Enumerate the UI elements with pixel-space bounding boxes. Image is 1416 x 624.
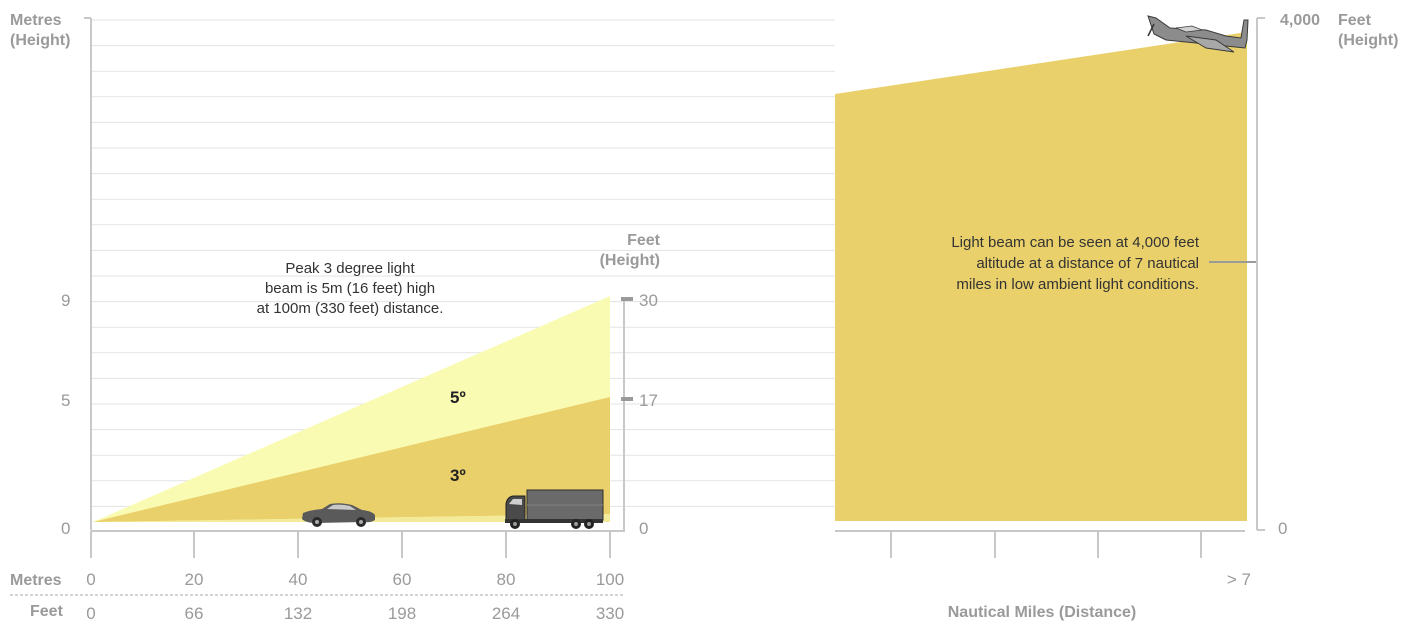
right-y-top-value: 4,000: [1280, 12, 1320, 29]
feet-x-tick: 198: [388, 604, 416, 623]
feet-title-line1: Feet: [627, 232, 661, 249]
truck-icon: [505, 489, 604, 529]
x-feet-label: Feet: [30, 603, 64, 620]
x-metres-label: Metres: [10, 572, 62, 589]
feet-title-line2: (Height): [600, 252, 660, 269]
metres-tick: 80: [497, 570, 516, 589]
feet-x-tick: 330: [596, 604, 624, 623]
left-note-line1: Peak 3 degree light: [285, 260, 415, 277]
metres-tick: 40: [289, 570, 308, 589]
car-icon: [302, 503, 375, 527]
left-note-line3: at 100m (330 feet) distance.: [257, 300, 444, 317]
feet-marker-17: [621, 397, 633, 401]
left-y-title-line1: Metres: [10, 12, 62, 29]
beam-label-3: 3º: [450, 466, 466, 485]
right-y-title-line1: Feet: [1338, 12, 1372, 29]
right-y-bottom-value: 0: [1278, 519, 1287, 538]
right-note-line1: Light beam can be seen at 4,000 feet: [951, 234, 1200, 251]
beam-3-degree: [93, 397, 610, 522]
feet-x-tick: 264: [492, 604, 520, 623]
left-note-line2: beam is 5m (16 feet) high: [265, 280, 435, 297]
feet-x-tick: 132: [284, 604, 312, 623]
left-y-tick-9: 9: [61, 291, 70, 310]
metres-tick: 100: [596, 570, 624, 589]
left-y-tick-5: 5: [61, 391, 70, 410]
metres-tick: 0: [86, 570, 95, 589]
metres-tick: 20: [185, 570, 204, 589]
feet-x-tick: 0: [86, 604, 95, 623]
metres-tick: 60: [393, 570, 412, 589]
left-y-title-line2: (Height): [10, 32, 70, 49]
right-note-line3: miles in low ambient light conditions.: [956, 276, 1199, 293]
feet-marker-30: [621, 297, 633, 301]
right-x-title: Nautical Miles (Distance): [948, 604, 1137, 621]
right-beam: [835, 32, 1247, 521]
feet-tick-0: 0: [639, 519, 648, 538]
beam-label-5: 5º: [450, 388, 466, 407]
feet-tick-17: 17: [639, 391, 658, 410]
left-x-ticks: [90, 531, 611, 558]
feet-tick-30: 30: [639, 291, 658, 310]
right-x-end-label: > 7: [1227, 570, 1251, 589]
right-note-line2: altitude at a distance of 7 nautical: [976, 255, 1199, 272]
left-y-tick-0: 0: [61, 519, 70, 538]
airplane-icon: [1147, 15, 1249, 53]
right-y-title-line2: (Height): [1338, 32, 1398, 49]
feet-x-tick: 66: [185, 604, 204, 623]
